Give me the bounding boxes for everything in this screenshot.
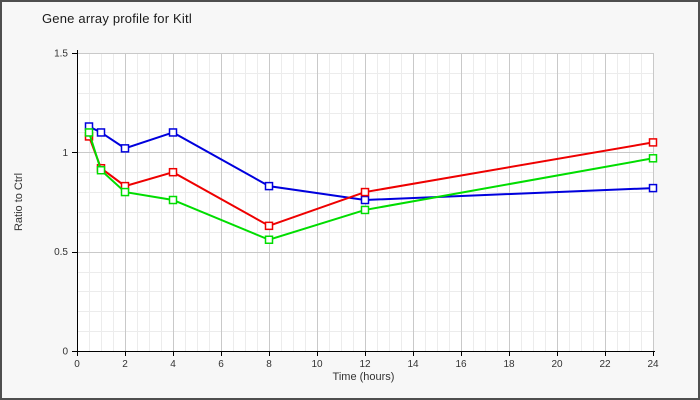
chart-title: Gene array profile for Kitl bbox=[42, 11, 192, 26]
x-tick-label: 6 bbox=[218, 359, 224, 370]
x-tick-label: 0 bbox=[74, 359, 80, 370]
green-series-marker bbox=[84, 128, 94, 137]
x-tick-label: 24 bbox=[647, 359, 659, 370]
x-tick-label: 12 bbox=[359, 359, 371, 370]
x-tick-label: 20 bbox=[551, 359, 563, 370]
x-tick-label: 4 bbox=[170, 359, 176, 370]
green-series-marker bbox=[168, 195, 178, 205]
y-tick-label: 0 bbox=[62, 347, 68, 358]
blue-series-marker bbox=[96, 128, 106, 137]
green-series-marker bbox=[360, 205, 370, 215]
blue-series-marker bbox=[648, 183, 658, 193]
y-tick-label: 0.5 bbox=[54, 247, 68, 258]
x-tick-label: 10 bbox=[311, 359, 323, 370]
green-series-marker bbox=[120, 187, 130, 197]
blue-series-marker bbox=[120, 144, 130, 153]
x-tick-label: 14 bbox=[407, 359, 419, 370]
red-series-marker bbox=[360, 187, 370, 197]
x-tick-label: 16 bbox=[455, 359, 467, 370]
red-series-marker bbox=[168, 167, 178, 177]
blue-series-marker bbox=[168, 128, 178, 137]
x-axis-label: Time (hours) bbox=[332, 371, 395, 383]
x-tick-label: 2 bbox=[122, 359, 128, 370]
green-series-marker bbox=[264, 235, 274, 244]
x-tick-label: 8 bbox=[266, 359, 272, 370]
blue-series-marker bbox=[360, 195, 370, 205]
y-tick-label: 1.5 bbox=[54, 49, 68, 60]
red-series-marker bbox=[648, 138, 658, 147]
x-tick-label: 22 bbox=[599, 359, 611, 370]
x-tick-label: 18 bbox=[503, 359, 515, 370]
green-series-marker bbox=[96, 165, 106, 175]
blue-series-marker bbox=[264, 181, 274, 191]
green-series-marker bbox=[648, 154, 658, 163]
red-series-marker bbox=[264, 221, 274, 231]
y-tick-label: 1 bbox=[62, 148, 68, 159]
